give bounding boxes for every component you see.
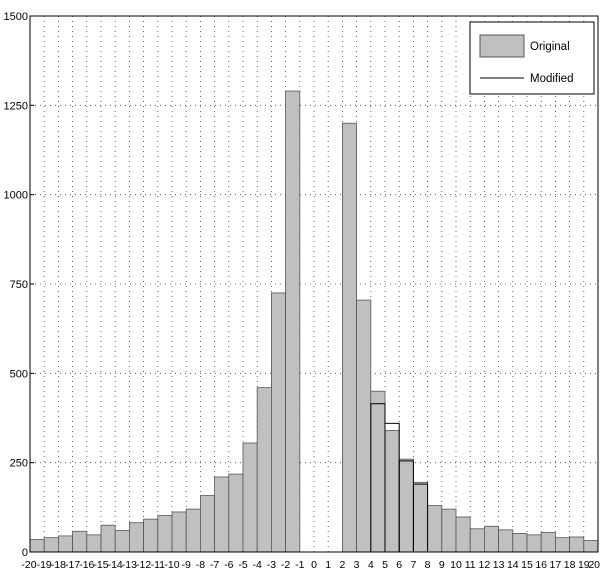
x-tick-label: 12: [479, 559, 491, 571]
bar-original: [356, 299, 372, 553]
x-tick-label: 17: [550, 559, 562, 571]
x-tick-label: 8: [425, 559, 431, 571]
bar-original: [43, 537, 59, 553]
legend: Original Modified: [469, 21, 595, 95]
bar-original: [228, 473, 244, 553]
x-tick-label: 4: [368, 559, 374, 571]
bar-original: [512, 533, 528, 553]
bar-original: [469, 528, 485, 553]
x-axis-ticks: -20 -19 -18 -17 -16 -15 -14 -13 -12 -11 -10 -9 -8 -7-…: [21, 559, 600, 571]
x-tick-label: -5: [238, 559, 247, 571]
x-tick-label: -19: [37, 559, 52, 571]
bar-original: [86, 534, 102, 553]
bar-original: [526, 534, 542, 553]
bar-original: [341, 122, 357, 553]
legend-swatch-original: [479, 34, 525, 58]
x-tick-label: 6: [396, 559, 402, 571]
bar-original: [483, 525, 499, 553]
original-bars: [29, 90, 599, 553]
bar-original: [185, 508, 201, 553]
y-tick-label: 250: [10, 458, 28, 470]
x-tick-label: -2: [281, 559, 290, 571]
bar-original: [143, 518, 159, 553]
x-tick-label: 7: [410, 559, 416, 571]
bar-original: [242, 442, 258, 553]
bar-original: [199, 495, 215, 553]
bar-original: [398, 458, 414, 553]
bar-original: [583, 540, 599, 553]
y-tick-label: 500: [10, 368, 28, 380]
x-tick-label: 5: [382, 559, 388, 571]
bar-original: [285, 90, 301, 553]
legend-label-original: Original: [530, 41, 570, 53]
x-tick-label: 10: [450, 559, 462, 571]
x-tick-label: 2: [339, 559, 345, 571]
bar-original: [29, 539, 45, 553]
bar-original: [58, 535, 74, 553]
x-tick-label: -10: [164, 559, 179, 571]
bar-original: [412, 481, 428, 553]
bar-original: [256, 387, 272, 553]
x-tick-label: 11: [465, 559, 476, 571]
x-tick-label: -7: [210, 559, 219, 571]
bar-original: [72, 530, 88, 553]
x-tick-label: -9: [182, 559, 191, 571]
x-tick-label: 16: [535, 559, 547, 571]
bar-original: [441, 508, 457, 553]
bar-original: [555, 537, 571, 553]
x-tick-label: -3: [267, 559, 276, 571]
grid-layer: [30, 16, 598, 552]
x-tick-label: 0: [311, 559, 317, 571]
bar-original: [384, 430, 400, 553]
legend-box: [469, 21, 595, 95]
x-tick-label: -4: [253, 559, 262, 571]
y-axis-ticks: 0 250 500 750 1000 1250 1500: [4, 11, 34, 559]
x-tick-label: -12: [136, 559, 151, 571]
y-tick-label: 1000: [4, 190, 28, 202]
x-tick-label: 19: [578, 559, 590, 571]
y-tick-label: 0: [22, 547, 28, 559]
x-tick-label: -14: [108, 559, 123, 571]
y-tick-label: 750: [10, 279, 28, 291]
bar-original: [569, 536, 585, 553]
x-tick-label: -16: [79, 559, 94, 571]
legend-label-modified: Modified: [530, 73, 573, 85]
bar-original: [498, 529, 514, 553]
x-tick-label: -13: [122, 559, 137, 571]
x-tick-label: 15: [521, 559, 533, 571]
x-tick-label: 9: [439, 559, 445, 571]
x-tick-label: -17: [65, 559, 80, 571]
x-tick-label: 3: [354, 559, 360, 571]
bar-original: [427, 505, 443, 553]
x-tick-label: 13: [493, 559, 505, 571]
bar-original: [540, 531, 556, 553]
x-tick-label: 14: [507, 559, 519, 571]
bar-original: [270, 292, 286, 553]
x-tick-label: -18: [51, 559, 66, 571]
y-tick-label: 1250: [4, 100, 28, 112]
x-tick-label: -8: [196, 559, 205, 571]
bar-original: [128, 522, 144, 553]
x-tick-label: 20: [588, 559, 600, 571]
x-tick-label: -20: [21, 559, 36, 571]
bar-original: [114, 530, 130, 553]
bar-original: [370, 390, 386, 553]
bar-original: [214, 476, 230, 553]
x-tick-label: 1: [325, 559, 331, 571]
x-tick-label: -6: [224, 559, 233, 571]
y-tick-label: 1500: [4, 11, 28, 23]
x-tick-label: -11: [151, 559, 166, 571]
bar-original: [455, 516, 471, 553]
bar-original: [157, 515, 173, 553]
x-tick-label: 18: [564, 559, 576, 571]
bar-original: [100, 524, 116, 553]
bar-original: [171, 511, 187, 553]
x-tick-label: -1: [295, 559, 304, 571]
x-tick-label: -15: [93, 559, 108, 571]
